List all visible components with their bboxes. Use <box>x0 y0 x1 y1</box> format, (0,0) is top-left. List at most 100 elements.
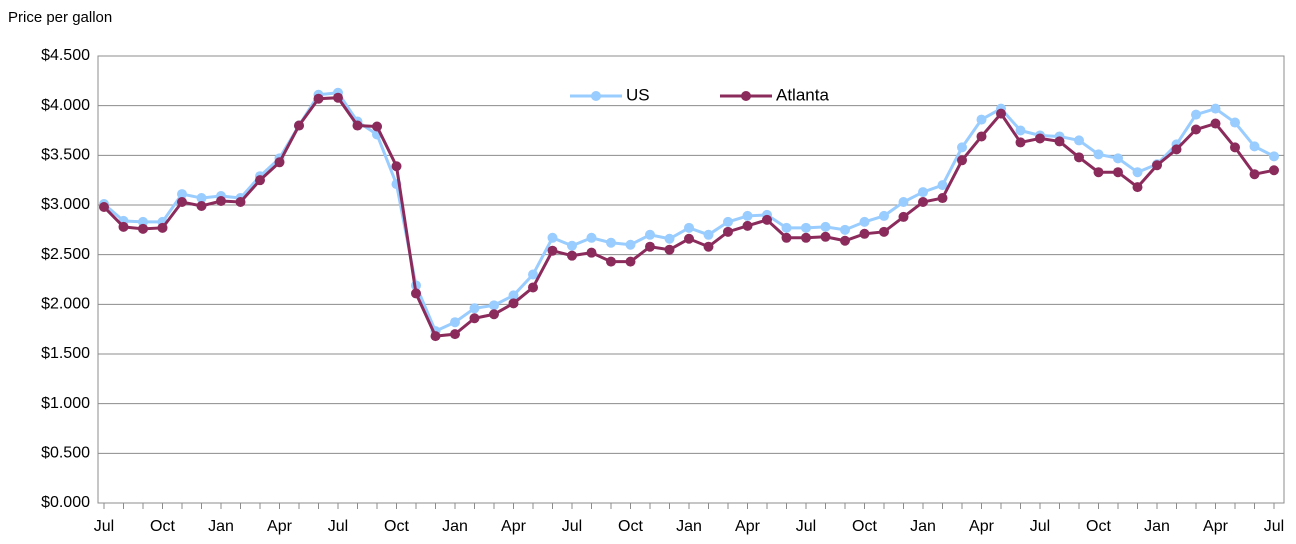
plot-border <box>97 55 1285 504</box>
marker <box>1113 167 1123 178</box>
x-tick-label: Apr <box>501 518 527 535</box>
y-tick-label: $4.000 <box>41 97 90 114</box>
x-tick-label: Jul <box>328 518 348 535</box>
marker <box>177 197 187 208</box>
marker <box>937 180 948 191</box>
marker <box>528 269 538 280</box>
marker <box>508 290 519 301</box>
marker <box>840 235 850 246</box>
x-tick-label: Apr <box>735 518 761 535</box>
marker <box>1210 103 1221 114</box>
marker <box>1054 136 1065 147</box>
marker <box>723 216 733 227</box>
marker <box>781 232 792 243</box>
marker <box>1230 117 1240 128</box>
x-tick-label: Jan <box>208 518 234 535</box>
marker <box>820 221 831 232</box>
marker <box>1035 133 1045 144</box>
marker <box>1015 125 1026 136</box>
marker <box>723 226 733 237</box>
marker <box>1074 152 1084 163</box>
marker <box>99 201 109 212</box>
marker <box>216 196 226 207</box>
marker <box>898 197 909 208</box>
marker <box>547 232 558 243</box>
marker <box>840 224 850 235</box>
marker <box>430 331 441 342</box>
x-tick-label: Jan <box>442 518 468 535</box>
y-tick-label: $3.000 <box>41 196 90 213</box>
marker <box>625 256 636 267</box>
legend-marker <box>591 91 601 101</box>
marker <box>586 247 597 258</box>
y-tick-label: $4.500 <box>41 47 90 64</box>
marker <box>957 155 967 166</box>
marker <box>1132 167 1143 178</box>
x-tick-label: Jul <box>94 518 114 535</box>
marker <box>196 193 207 204</box>
marker <box>645 241 655 252</box>
marker <box>742 220 753 231</box>
marker <box>196 200 207 211</box>
marker <box>1269 151 1279 162</box>
marker <box>703 241 714 252</box>
x-tick-label: Jan <box>676 518 702 535</box>
x-tick-label: Jan <box>1144 518 1170 535</box>
marker <box>1093 167 1104 178</box>
marker <box>1074 135 1084 146</box>
marker <box>469 303 480 314</box>
marker <box>664 244 675 255</box>
marker <box>411 288 421 299</box>
x-tick-label: Apr <box>1203 518 1229 535</box>
x-tick-label: Jul <box>562 518 582 535</box>
marker <box>703 229 714 240</box>
marker <box>1249 169 1260 180</box>
legend-label: Atlanta <box>776 85 829 104</box>
marker <box>157 222 168 233</box>
marker <box>450 317 460 328</box>
series-line <box>102 96 1275 338</box>
marker <box>138 216 148 227</box>
marker <box>567 250 577 261</box>
marker <box>1093 149 1104 160</box>
marker <box>352 120 363 131</box>
marker <box>118 221 129 232</box>
marker <box>645 229 655 240</box>
y-tick-label: $2.000 <box>41 296 90 313</box>
marker <box>664 233 675 244</box>
marker <box>879 210 889 221</box>
marker <box>957 142 967 153</box>
marker <box>294 120 304 131</box>
marker <box>898 211 909 222</box>
y-tick-label: $3.500 <box>41 147 90 164</box>
y-tick-label: $1.000 <box>41 395 90 412</box>
marker <box>567 240 577 251</box>
marker <box>1249 141 1260 152</box>
marker <box>606 256 616 267</box>
marker <box>508 298 519 309</box>
x-tick-label: Jul <box>1264 518 1284 535</box>
marker <box>684 233 694 244</box>
marker <box>742 210 753 221</box>
marker <box>859 216 870 227</box>
marker <box>450 329 460 340</box>
y-tick-label: $0.500 <box>41 445 90 462</box>
marker <box>996 108 1006 119</box>
marker <box>801 222 811 233</box>
x-tick-label: Oct <box>618 518 643 535</box>
marker <box>762 214 772 225</box>
marker <box>976 114 987 125</box>
x-tick-label: Oct <box>150 518 175 535</box>
marker <box>138 223 148 234</box>
marker <box>1113 153 1123 164</box>
x-tick-label: Oct <box>852 518 877 535</box>
marker <box>1191 109 1201 120</box>
x-tick-label: Jan <box>910 518 936 535</box>
marker <box>918 197 928 208</box>
x-tick-label: Apr <box>969 518 995 535</box>
marker <box>489 309 499 320</box>
marker <box>1132 182 1143 193</box>
marker <box>1269 165 1279 176</box>
marker <box>1230 142 1240 153</box>
marker <box>781 222 792 233</box>
